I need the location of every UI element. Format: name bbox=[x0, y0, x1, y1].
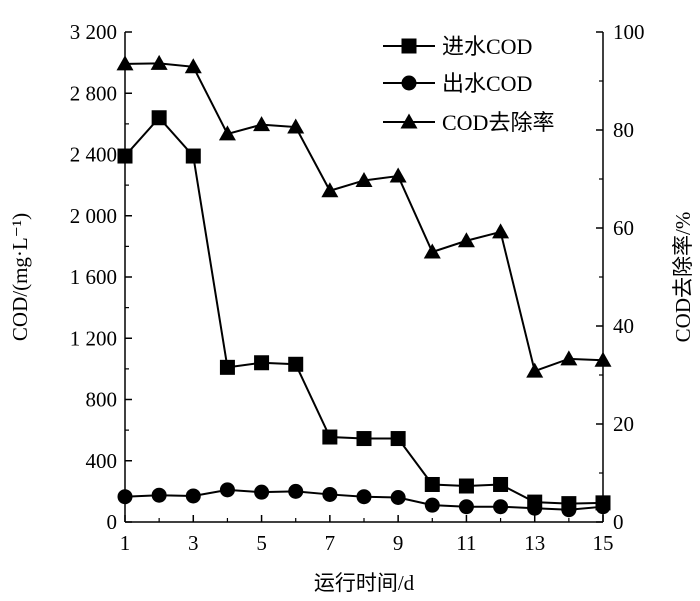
data-point bbox=[390, 431, 406, 447]
y-right-tick-label: 0 bbox=[613, 510, 624, 534]
data-point bbox=[151, 110, 167, 126]
legend-marker bbox=[400, 113, 418, 129]
data-point bbox=[526, 362, 544, 378]
y-right-axis-label: COD去除率/% bbox=[671, 212, 695, 343]
data-point bbox=[423, 243, 441, 259]
x-tick-label: 15 bbox=[593, 531, 614, 555]
legend-item: COD去除率 bbox=[383, 110, 554, 135]
data-point bbox=[185, 148, 201, 164]
data-point bbox=[458, 499, 474, 515]
data-point bbox=[287, 118, 305, 134]
x-axis-label: 运行时间/d bbox=[314, 571, 415, 595]
data-point bbox=[424, 476, 440, 492]
series-layer bbox=[116, 54, 612, 518]
data-point bbox=[492, 223, 510, 239]
y-right-tick-label: 40 bbox=[613, 314, 634, 338]
data-point bbox=[151, 487, 167, 503]
data-point bbox=[254, 355, 270, 371]
y-left-tick-label: 2 000 bbox=[70, 204, 117, 228]
data-point bbox=[322, 429, 338, 445]
data-point bbox=[527, 500, 543, 516]
data-point bbox=[321, 182, 339, 198]
y-left-tick-label: 2 400 bbox=[70, 143, 117, 167]
legend-item: 出水COD bbox=[383, 71, 532, 96]
legend: 进水COD 出水COD COD去除率 bbox=[383, 34, 554, 135]
y-right-tick-label: 80 bbox=[613, 118, 634, 142]
data-point bbox=[253, 116, 271, 132]
data-point bbox=[322, 486, 338, 502]
series-1 bbox=[117, 482, 611, 518]
data-point bbox=[218, 125, 236, 141]
legend-label: 出水COD bbox=[442, 71, 532, 96]
y-left-tick-label: 1 600 bbox=[70, 265, 117, 289]
x-tick-label: 9 bbox=[393, 531, 404, 555]
data-point bbox=[356, 489, 372, 505]
y-right-tick-label: 60 bbox=[613, 216, 634, 240]
data-point bbox=[117, 489, 133, 505]
data-point bbox=[219, 359, 235, 375]
data-point bbox=[184, 58, 202, 74]
data-point bbox=[355, 171, 373, 187]
data-point bbox=[117, 148, 133, 164]
x-tick-label: 5 bbox=[256, 531, 267, 555]
x-tick-label: 3 bbox=[188, 531, 199, 555]
y-left-tick-label: 3 200 bbox=[70, 20, 117, 44]
y-left-tick-label: 0 bbox=[107, 510, 118, 534]
x-tick-label: 13 bbox=[524, 531, 545, 555]
series-2 bbox=[116, 54, 612, 378]
legend-label: 进水COD bbox=[442, 34, 532, 59]
y-right-tick-label: 100 bbox=[613, 20, 645, 44]
data-point bbox=[595, 499, 611, 515]
y-left-axis-label: COD/(mg·L⁻¹) bbox=[8, 213, 32, 341]
legend-label: COD去除率 bbox=[442, 110, 554, 135]
y-right-tick-label: 20 bbox=[613, 412, 634, 436]
data-point bbox=[185, 488, 201, 504]
y-left-tick-label: 800 bbox=[86, 388, 118, 412]
data-point bbox=[356, 431, 372, 447]
x-tick-label: 11 bbox=[456, 531, 476, 555]
data-point bbox=[288, 356, 304, 372]
data-point bbox=[458, 478, 474, 494]
data-point bbox=[150, 54, 168, 70]
data-point bbox=[493, 476, 509, 492]
data-point bbox=[254, 484, 270, 500]
data-point bbox=[288, 483, 304, 499]
series-0 bbox=[117, 110, 611, 512]
data-point bbox=[594, 351, 612, 367]
data-point bbox=[389, 167, 407, 183]
x-tick-label: 7 bbox=[325, 531, 336, 555]
legend-marker bbox=[401, 38, 417, 54]
y-left-tick-label: 400 bbox=[86, 449, 118, 473]
data-point bbox=[116, 55, 134, 71]
data-point bbox=[493, 499, 509, 515]
data-point bbox=[424, 497, 440, 513]
legend-item: 进水COD bbox=[383, 34, 532, 59]
x-tick-label: 1 bbox=[120, 531, 131, 555]
data-point bbox=[457, 232, 475, 248]
data-point bbox=[219, 482, 235, 498]
y-left-tick-label: 1 200 bbox=[70, 326, 117, 350]
y-left-tick-label: 2 800 bbox=[70, 81, 117, 105]
data-point bbox=[390, 490, 406, 505]
data-point bbox=[561, 502, 577, 518]
legend-marker bbox=[401, 75, 417, 91]
data-point bbox=[560, 350, 578, 366]
